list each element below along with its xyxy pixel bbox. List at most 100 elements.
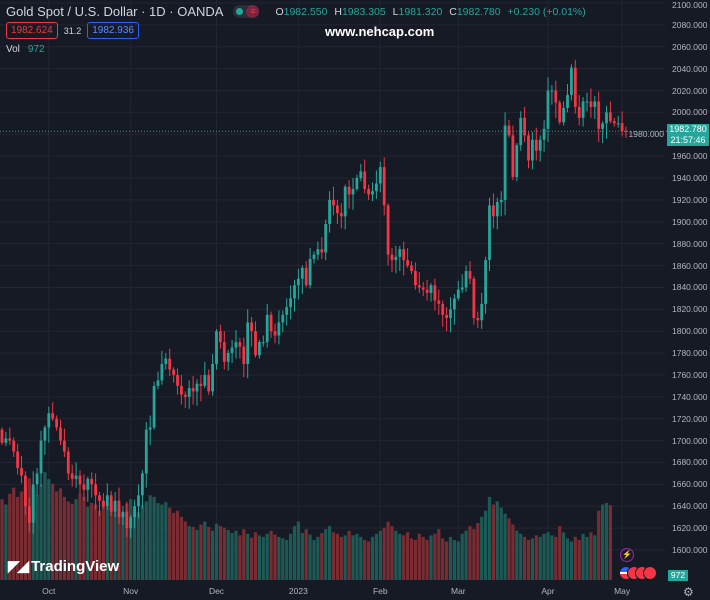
candle-body bbox=[612, 121, 616, 124]
candle-body bbox=[562, 108, 565, 123]
volume-bar bbox=[312, 539, 316, 580]
candle bbox=[113, 492, 117, 518]
buy-button[interactable]: 1982.936 bbox=[87, 22, 139, 39]
time-tick-label: Apr bbox=[541, 586, 555, 596]
candle bbox=[94, 473, 97, 510]
candle-body bbox=[375, 183, 378, 192]
volume-bar bbox=[472, 529, 476, 580]
candle-body bbox=[74, 475, 78, 479]
candle-body bbox=[51, 413, 55, 419]
volume-bar bbox=[316, 536, 320, 580]
candle bbox=[258, 339, 261, 359]
volume-bar bbox=[179, 516, 183, 580]
candle bbox=[410, 261, 413, 275]
volume-bar bbox=[495, 501, 499, 580]
candle bbox=[254, 321, 257, 358]
candle-body bbox=[492, 205, 495, 217]
candle bbox=[355, 174, 359, 192]
candle bbox=[511, 125, 515, 181]
candle-body bbox=[386, 205, 390, 255]
candle bbox=[351, 178, 355, 210]
candle bbox=[398, 245, 402, 272]
volume-bar bbox=[203, 521, 207, 580]
menu-icon[interactable]: ≡ bbox=[246, 5, 260, 18]
volume-bar bbox=[335, 533, 339, 580]
candle bbox=[343, 184, 347, 230]
volume-bar bbox=[43, 472, 47, 580]
symbol-title[interactable]: Gold Spot / U.S. Dollar · 1D · OANDA bbox=[6, 4, 224, 19]
candle-body bbox=[183, 394, 187, 397]
candle bbox=[47, 406, 51, 443]
tradingview-logo[interactable]: ◤◢ TradingView bbox=[8, 557, 119, 576]
volume-bar bbox=[168, 507, 172, 580]
volume-bar bbox=[328, 526, 332, 580]
price-tick-label: 1760.000 bbox=[672, 369, 708, 380]
candle bbox=[492, 193, 495, 229]
price-tick-label: 2000.000 bbox=[672, 107, 708, 118]
lightning-event-icon[interactable]: ⚡ bbox=[620, 548, 634, 562]
candle bbox=[51, 402, 55, 421]
candle-body bbox=[624, 130, 628, 132]
watermark: www.nehcap.com bbox=[325, 24, 435, 39]
candle-body bbox=[382, 167, 386, 206]
close-label: C bbox=[449, 5, 457, 18]
volume-bar bbox=[35, 495, 39, 580]
volume-bar bbox=[468, 526, 472, 580]
last-price-tag: 1982.780 21:57:46 bbox=[667, 124, 709, 146]
volume-bar bbox=[441, 538, 445, 580]
candle bbox=[480, 292, 484, 330]
candle bbox=[285, 298, 289, 326]
volume-bar bbox=[339, 536, 343, 580]
candle bbox=[347, 180, 351, 209]
volume-bar bbox=[390, 526, 394, 580]
candle-body bbox=[597, 101, 601, 129]
candle bbox=[402, 241, 406, 276]
candle-body bbox=[410, 265, 413, 272]
volume-bar bbox=[487, 496, 492, 580]
candle bbox=[105, 483, 109, 510]
candle bbox=[589, 88, 593, 118]
candle-body bbox=[507, 125, 511, 136]
candle-body bbox=[531, 139, 534, 161]
volume-bar bbox=[199, 524, 203, 580]
candle-body bbox=[129, 517, 133, 529]
candle bbox=[297, 268, 300, 300]
candle-body bbox=[164, 358, 168, 365]
economic-events[interactable] bbox=[619, 566, 657, 580]
candle-body bbox=[534, 139, 538, 151]
candle bbox=[211, 354, 214, 396]
volume-bar bbox=[324, 529, 328, 580]
event-icon[interactable] bbox=[643, 566, 657, 580]
candle bbox=[55, 415, 58, 431]
visibility-toggle[interactable]: ≡ bbox=[233, 5, 260, 18]
candle bbox=[421, 281, 425, 297]
candle-body bbox=[39, 440, 43, 474]
candle bbox=[449, 297, 452, 333]
candle-body bbox=[203, 374, 207, 386]
sell-button[interactable]: 1982.624 bbox=[6, 22, 58, 39]
candle bbox=[43, 425, 47, 455]
price-tick-label: 1820.000 bbox=[672, 304, 708, 315]
volume-bar bbox=[222, 527, 226, 580]
volume-bar bbox=[70, 503, 74, 580]
time-tick-label: Dec bbox=[208, 586, 225, 596]
volume-bar bbox=[417, 533, 421, 580]
volume-bar bbox=[378, 530, 382, 580]
settings-gear-icon[interactable]: ⚙ bbox=[683, 585, 694, 599]
candle-body bbox=[16, 451, 19, 468]
candle-body bbox=[406, 260, 409, 266]
bar-countdown: 21:57:46 bbox=[670, 135, 706, 145]
volume-bar bbox=[573, 536, 577, 580]
price-tick-label: 1920.000 bbox=[672, 194, 708, 205]
price-tick-label: 1720.000 bbox=[672, 413, 708, 424]
candle-body bbox=[273, 331, 277, 336]
volume-bar bbox=[480, 516, 484, 580]
volume-bar bbox=[175, 510, 180, 580]
candle-body bbox=[351, 188, 355, 195]
candle bbox=[293, 279, 296, 312]
candle bbox=[554, 80, 558, 118]
volume-legend[interactable]: Vol 972 bbox=[6, 44, 45, 55]
volume-bar bbox=[277, 536, 281, 580]
candle bbox=[215, 329, 218, 370]
